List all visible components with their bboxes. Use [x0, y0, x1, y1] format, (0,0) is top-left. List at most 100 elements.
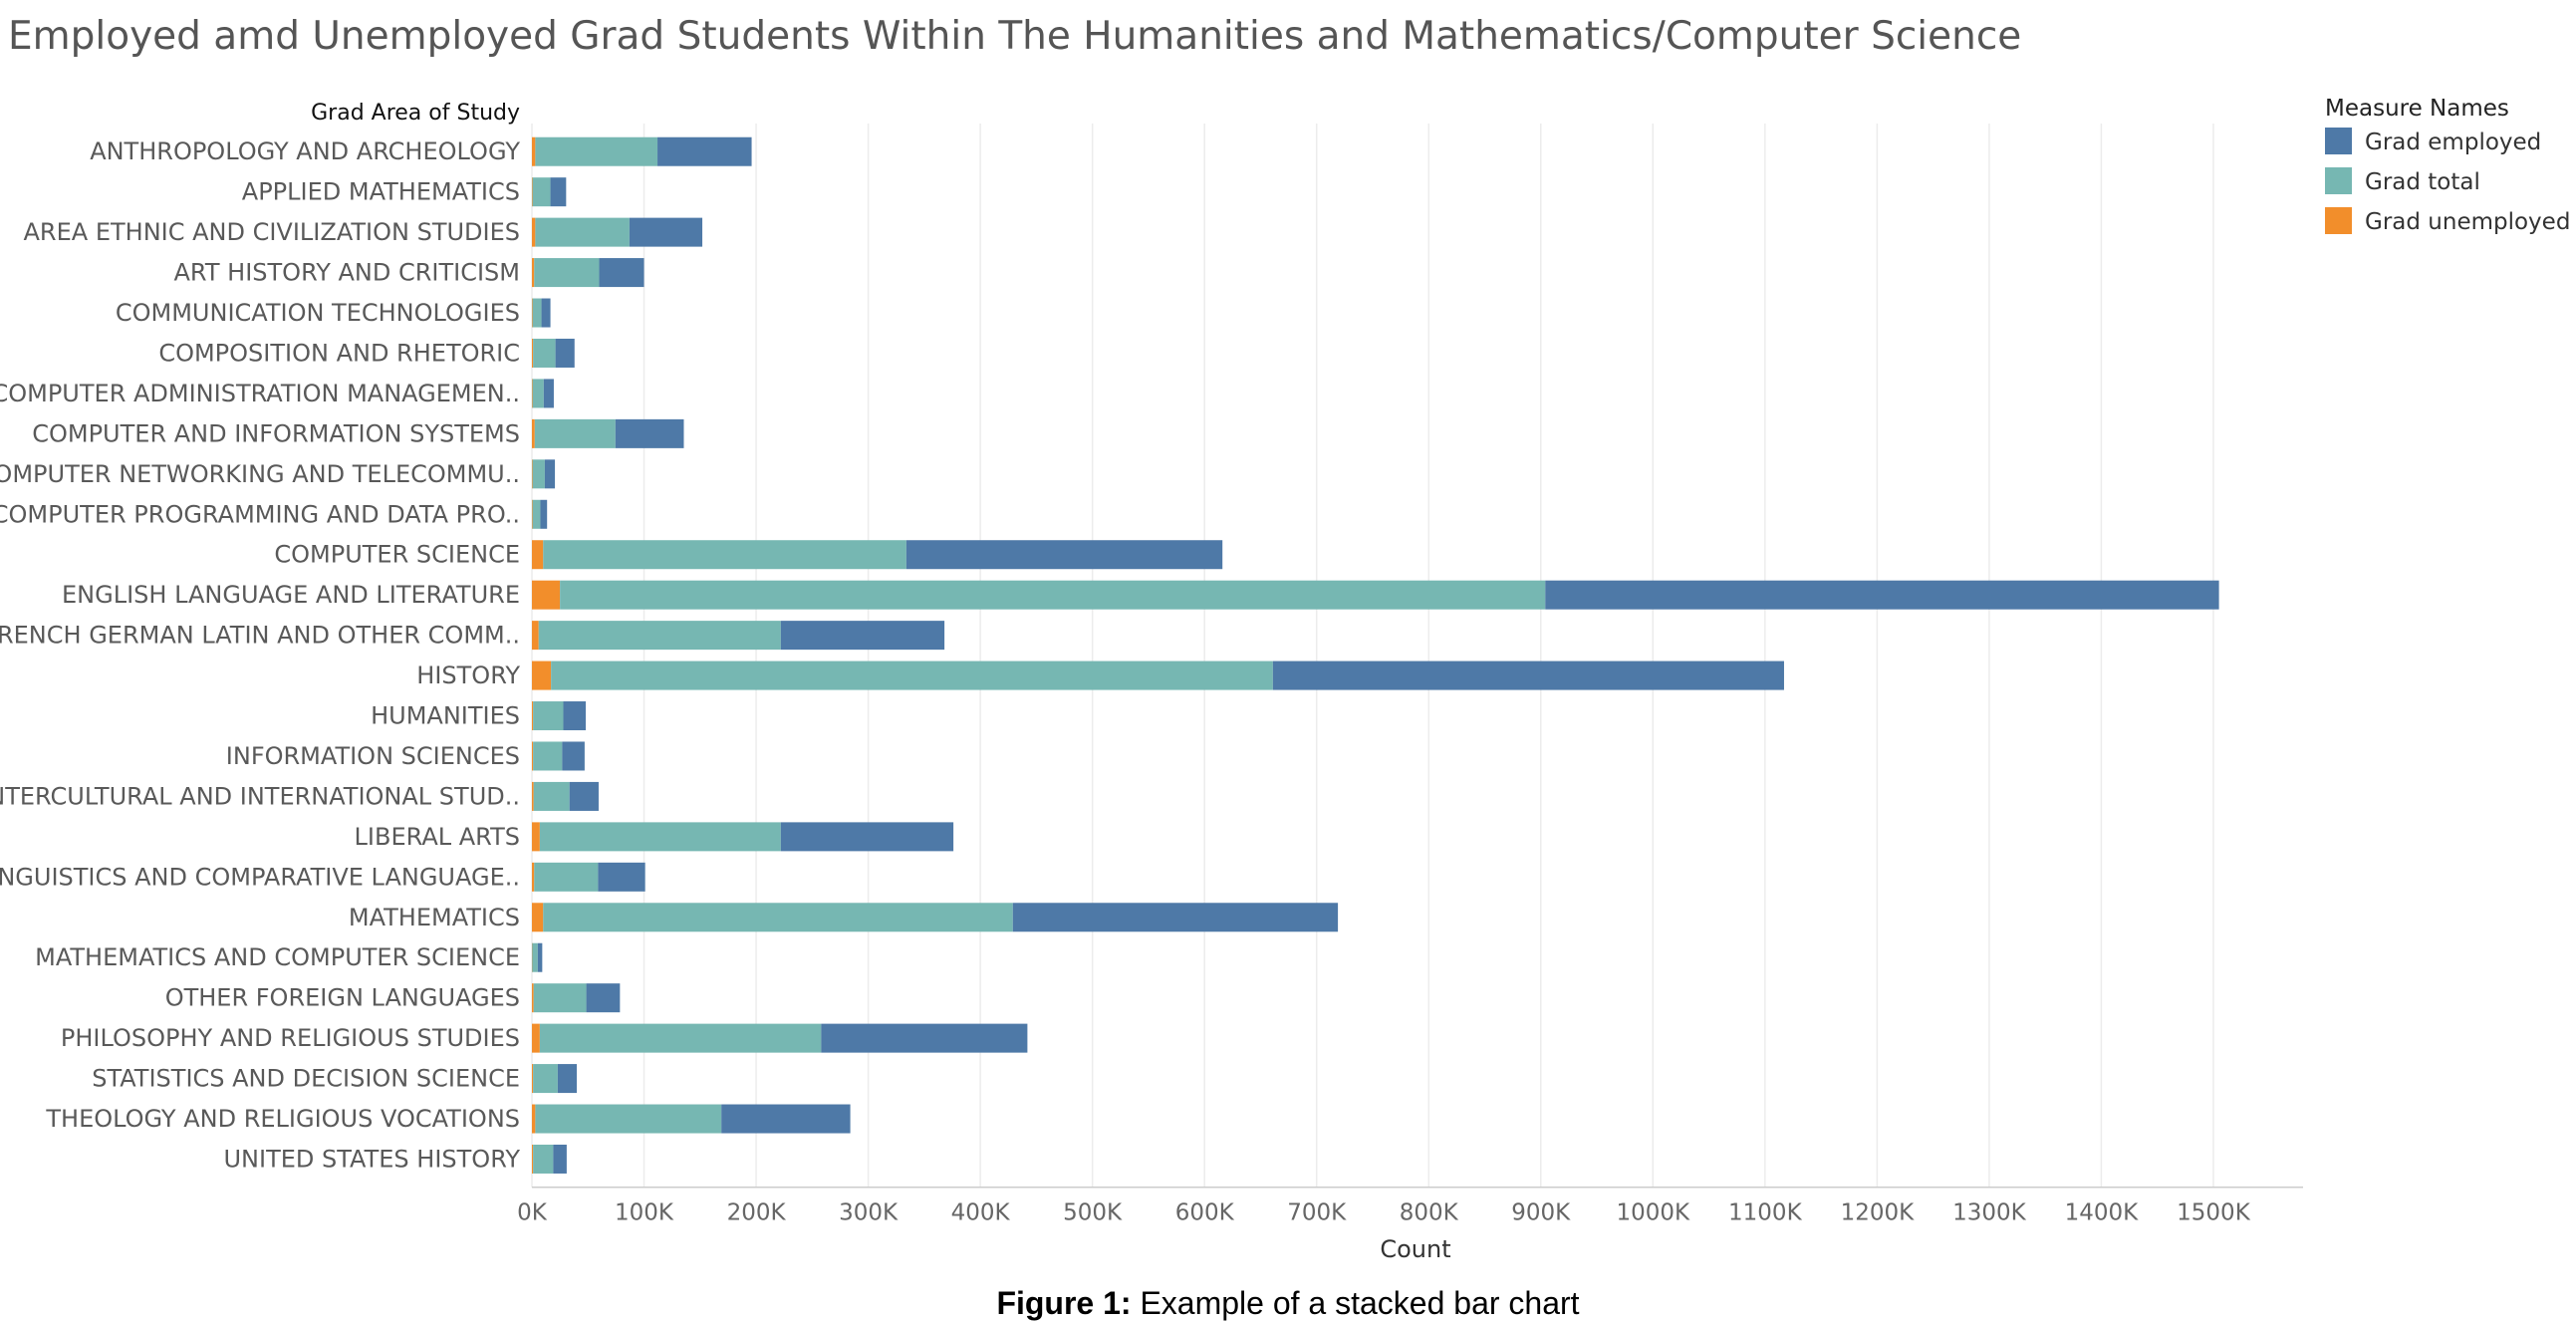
- bar-grad-unemployed[interactable]: [532, 379, 533, 408]
- bar-grad-total[interactable]: [533, 338, 556, 368]
- bar-grad-employed[interactable]: [615, 418, 684, 448]
- bar-grad-employed[interactable]: [780, 822, 954, 852]
- legend-item-label: Grad unemployed: [2365, 209, 2570, 235]
- x-tick-label: 100K: [615, 1200, 674, 1226]
- bar-grad-employed[interactable]: [1012, 903, 1339, 932]
- bar-grad-total[interactable]: [532, 499, 541, 529]
- bar-grad-employed[interactable]: [550, 177, 567, 207]
- bar-grad-total[interactable]: [560, 580, 1546, 610]
- bar-grad-employed[interactable]: [629, 217, 703, 247]
- x-tick-label: 1200K: [1841, 1200, 1916, 1226]
- x-tick-label: 600K: [1175, 1200, 1235, 1226]
- category-label: INTERCULTURAL AND INTERNATIONAL STUD..: [0, 782, 520, 810]
- legend[interactable]: Measure Names Grad employed Grad total Gra…: [2325, 96, 2570, 235]
- bar-grad-total[interactable]: [539, 822, 781, 852]
- bar-grad-employed[interactable]: [598, 862, 645, 892]
- bar-grad-employed[interactable]: [555, 338, 575, 368]
- bar-grad-unemployed[interactable]: [532, 1104, 536, 1134]
- x-tick-label: 700K: [1287, 1200, 1347, 1226]
- bar-grad-employed[interactable]: [1545, 580, 2219, 610]
- category-label: THEOLOGY AND RELIGIOUS VOCATIONS: [45, 1105, 520, 1133]
- x-tick-label: 1000K: [1617, 1200, 1691, 1226]
- caption-label: Figure 1:: [996, 1285, 1132, 1321]
- bar-grad-employed[interactable]: [562, 741, 585, 771]
- bar-grad-total[interactable]: [532, 459, 545, 489]
- bar-grad-unemployed[interactable]: [532, 862, 535, 892]
- bar-grad-unemployed[interactable]: [532, 983, 534, 1013]
- bar-grad-employed[interactable]: [563, 701, 587, 731]
- bar-grad-unemployed[interactable]: [532, 177, 533, 207]
- bar-grad-total[interactable]: [532, 942, 538, 972]
- category-label: ENGLISH LANGUAGE AND LITERATURE: [62, 581, 520, 609]
- bar-grad-unemployed[interactable]: [532, 258, 535, 288]
- bar-grad-total[interactable]: [533, 983, 587, 1013]
- gridlines: [531, 124, 2214, 1188]
- x-tick-label: 1300K: [1952, 1200, 2027, 1226]
- bar-grad-employed[interactable]: [541, 298, 551, 328]
- bar-grad-total[interactable]: [532, 177, 551, 207]
- bar-grad-employed[interactable]: [540, 499, 548, 529]
- bar-grad-total[interactable]: [532, 379, 544, 408]
- bar-grad-total[interactable]: [535, 136, 658, 166]
- bar-grad-employed[interactable]: [599, 258, 644, 288]
- bar-grad-unemployed[interactable]: [532, 338, 534, 368]
- bar-grad-unemployed[interactable]: [532, 418, 535, 448]
- bar-grad-unemployed[interactable]: [532, 822, 540, 852]
- bar-grad-total[interactable]: [535, 1104, 722, 1134]
- bar-grad-employed[interactable]: [553, 1144, 567, 1174]
- bar-grad-unemployed[interactable]: [532, 1064, 534, 1094]
- x-tick-label: 800K: [1400, 1200, 1459, 1226]
- bar-grad-total[interactable]: [539, 1023, 822, 1053]
- bar-grad-total[interactable]: [533, 1144, 554, 1174]
- bar-grad-total[interactable]: [533, 741, 563, 771]
- bar-grad-unemployed[interactable]: [532, 701, 534, 731]
- bar-grad-total[interactable]: [538, 621, 781, 651]
- bar-grad-total[interactable]: [551, 661, 1273, 690]
- bar-grad-employed[interactable]: [543, 379, 554, 408]
- category-label: COMMUNICATION TECHNOLOGIES: [116, 299, 520, 327]
- bar-grad-unemployed[interactable]: [532, 661, 552, 690]
- bar-grad-total[interactable]: [533, 701, 564, 731]
- bar-grad-unemployed[interactable]: [532, 217, 536, 247]
- bar-grad-unemployed[interactable]: [532, 459, 533, 489]
- bar-grad-unemployed[interactable]: [532, 499, 533, 529]
- bar-grad-total[interactable]: [534, 258, 600, 288]
- bar-grad-unemployed[interactable]: [532, 298, 533, 328]
- bar-grad-employed[interactable]: [905, 540, 1223, 570]
- legend-title: Measure Names: [2325, 96, 2509, 122]
- bar-grad-total[interactable]: [543, 903, 1013, 932]
- bar-grad-employed[interactable]: [657, 136, 752, 166]
- bar-grad-employed[interactable]: [557, 1064, 578, 1094]
- x-tick-label: 1500K: [2177, 1200, 2251, 1226]
- bar-grad-employed[interactable]: [1272, 661, 1784, 690]
- bars: [532, 136, 2219, 1174]
- bar-grad-unemployed[interactable]: [532, 903, 544, 932]
- category-label: ART HISTORY AND CRITICISM: [174, 259, 520, 287]
- bar-grad-total[interactable]: [535, 217, 630, 247]
- bar-grad-employed[interactable]: [821, 1023, 1028, 1053]
- bar-grad-unemployed[interactable]: [532, 1023, 540, 1053]
- bar-grad-employed[interactable]: [569, 781, 599, 811]
- x-tick-label: 500K: [1063, 1200, 1123, 1226]
- bar-grad-total[interactable]: [532, 298, 542, 328]
- bar-grad-unemployed[interactable]: [532, 1144, 534, 1174]
- bar-grad-employed[interactable]: [721, 1104, 851, 1134]
- bar-grad-unemployed[interactable]: [532, 580, 561, 610]
- bar-grad-total[interactable]: [533, 781, 570, 811]
- bar-grad-unemployed[interactable]: [532, 540, 544, 570]
- bar-grad-total[interactable]: [534, 418, 616, 448]
- bar-grad-total[interactable]: [533, 1064, 558, 1094]
- bar-grad-employed[interactable]: [544, 459, 556, 489]
- bar-grad-total[interactable]: [543, 540, 906, 570]
- bar-grad-unemployed[interactable]: [532, 136, 536, 166]
- x-axis: 0K 100K 200K 300K 400K 500K 600K 700K 800K 900K 10…: [517, 1186, 2303, 1226]
- bar-grad-employed[interactable]: [780, 621, 945, 651]
- bar-grad-unemployed[interactable]: [532, 621, 539, 651]
- legend-swatch: [2325, 128, 2352, 154]
- category-label: AREA ETHNIC AND CIVILIZATION STUDIES: [24, 218, 520, 246]
- bar-grad-employed[interactable]: [586, 983, 621, 1013]
- bar-grad-unemployed[interactable]: [532, 781, 534, 811]
- bar-grad-employed[interactable]: [537, 942, 543, 972]
- bar-grad-total[interactable]: [534, 862, 599, 892]
- bar-grad-unemployed[interactable]: [532, 741, 534, 771]
